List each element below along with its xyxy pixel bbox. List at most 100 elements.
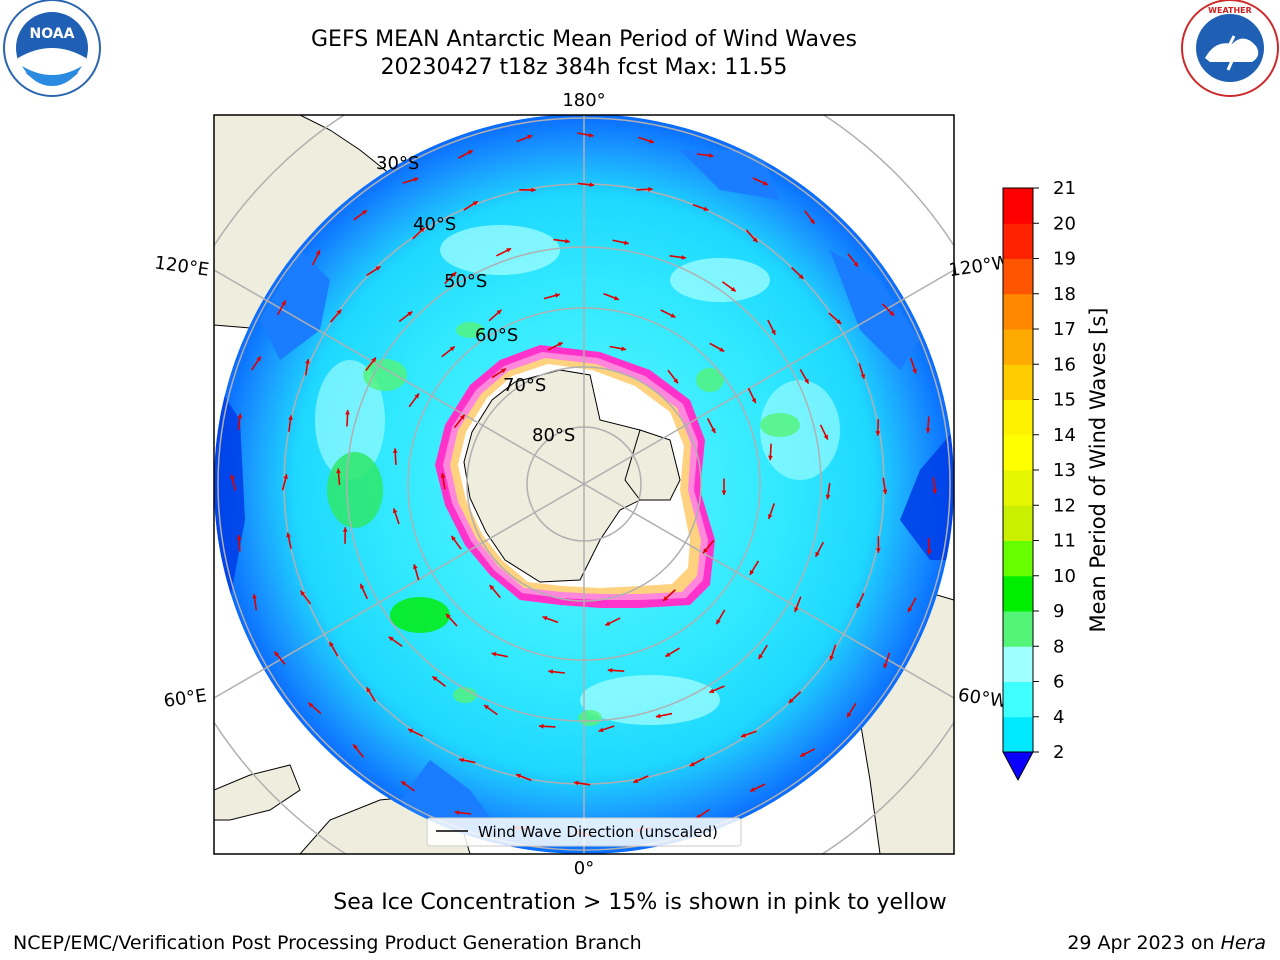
- wave-direction-arrowhead: [589, 182, 595, 188]
- lat-label-40: 40°S: [413, 214, 456, 235]
- lat-label-70: 70°S: [503, 375, 546, 396]
- wave-direction-arrowhead: [836, 319, 842, 325]
- wave-direction-arrowhead: [605, 621, 611, 626]
- wave-direction-arrowhead: [353, 744, 358, 750]
- wave-direction-arrowhead: [413, 564, 418, 570]
- wave-direction-arrowhead: [472, 201, 478, 206]
- colorbar-tick-label: 20: [1053, 213, 1076, 234]
- wave-direction-arrowhead: [673, 378, 678, 384]
- wave-direction-arrowhead: [527, 134, 533, 140]
- wave-direction-arrowhead: [460, 414, 465, 420]
- nws-ring-text: WEATHER: [1208, 6, 1252, 15]
- wave-direction-arrowhead: [281, 300, 286, 306]
- colorbar-segment: [1003, 540, 1033, 577]
- colorbar-segment: [1003, 716, 1033, 753]
- wave-direction-arrowhead: [360, 583, 365, 589]
- wave-direction-arrowhead: [598, 727, 604, 733]
- lat-label-80: 80°S: [532, 425, 575, 446]
- wave-direction-arrowhead: [847, 712, 852, 718]
- wave-direction-arrowhead: [440, 473, 446, 478]
- wave-direction-arrowhead: [875, 548, 881, 553]
- footer-date-text: 29 Apr 2023 on: [1067, 932, 1221, 954]
- wave-direction-arrowhead: [375, 266, 381, 271]
- wave-direction-arrowhead: [371, 357, 376, 363]
- wave-direction-arrowhead: [703, 206, 709, 212]
- lon-label-60e: 60°E: [162, 685, 208, 712]
- wave-direction-arrowhead: [804, 378, 809, 384]
- plot-subtitle: 20230427 t18z 384h fcst Max: 11.55: [380, 55, 788, 80]
- wave-direction-arrowhead: [454, 810, 460, 815]
- colorbar-segment: [1003, 399, 1033, 436]
- colorbar-segment: [1003, 293, 1033, 330]
- wave-direction-arrowhead: [853, 261, 859, 267]
- wave-direction-arrowhead: [305, 359, 310, 364]
- wave-direction-arrowhead: [926, 550, 932, 555]
- wave-direction-arrowhead: [256, 356, 261, 362]
- wave-direction-arrowhead: [565, 238, 570, 244]
- wave-direction-arrowhead: [392, 448, 398, 453]
- wave-direction-arrowhead: [809, 218, 815, 224]
- footer-credit: NCEP/EMC/Verification Post Processing Pr…: [13, 932, 642, 954]
- colorbar-tick-label: 10: [1053, 566, 1076, 587]
- wave-direction-arrowhead: [308, 702, 314, 708]
- wave-direction-arrowhead: [681, 255, 686, 260]
- wave-direction-arrowhead: [670, 313, 676, 318]
- wave-direction-arrowhead: [794, 607, 799, 613]
- wave-direction-arrowhead: [407, 311, 413, 317]
- legend-label: Wind Wave Direction (unscaled): [478, 823, 718, 841]
- wave-direction-arrowhead: [401, 781, 407, 786]
- colorbar-segment: [1003, 681, 1033, 718]
- colorbar-tick-label: 14: [1053, 425, 1076, 446]
- antarctica: [463, 369, 661, 583]
- wave-direction-arrowhead: [459, 757, 464, 763]
- map-frame: [213, 114, 955, 855]
- wave-direction-arrowhead: [741, 733, 746, 738]
- wave-direction-arrowhead: [815, 551, 820, 557]
- colorbar-tick-label: 8: [1053, 636, 1064, 657]
- wave-direction-arrowhead: [825, 494, 831, 500]
- wave-direction-arrowhead: [623, 240, 629, 246]
- wave-direction-arrowhead: [932, 489, 938, 494]
- wave-direction-arrowhead: [788, 698, 794, 704]
- wave-direction-arrowhead: [749, 570, 755, 576]
- wave-direction-arrowhead: [752, 237, 758, 243]
- colorbar-segment: [1003, 364, 1033, 400]
- wave-direction-arrowhead: [531, 187, 536, 193]
- wave-direction-arrowhead: [414, 393, 419, 399]
- footer-date: 29 Apr 2023 on Hera: [1067, 932, 1266, 954]
- colorbar-tick-label: 16: [1053, 354, 1076, 375]
- wave-direction-arrowhead: [548, 669, 554, 675]
- wave-direction-arrowhead: [648, 186, 653, 192]
- colorbar-tick-label: 18: [1053, 284, 1076, 305]
- colorbar-tick-label: 4: [1053, 707, 1064, 728]
- lat-label-50: 50°S: [444, 271, 487, 292]
- wave-direction-arrowhead: [445, 613, 451, 619]
- wave-direction-arrowhead: [554, 293, 560, 298]
- colorbar-label: Mean Period of Wind Waves [s]: [1086, 308, 1110, 633]
- wave-direction-arrowhead: [883, 663, 888, 669]
- lon-label-0: 0°: [574, 858, 594, 879]
- wave-direction-arrowhead: [388, 636, 394, 642]
- plot-title: GEFS MEAN Antarctic Mean Period of Wind …: [311, 27, 857, 52]
- colorbar-tick-label: 11: [1053, 531, 1076, 552]
- wave-direction-arrowhead: [703, 548, 708, 554]
- lon-label-120e: 120°E: [153, 252, 210, 280]
- lat-label-30: 30°S: [376, 153, 419, 174]
- wave-direction-arrowhead: [345, 410, 350, 415]
- wave-direction-arrowhead: [286, 532, 291, 538]
- wave-direction-arrowhead: [798, 274, 804, 279]
- map-legend: Wind Wave Direction (unscaled): [426, 817, 742, 847]
- colorbar-segment: [1003, 223, 1033, 259]
- wave-direction-arrowhead: [889, 310, 895, 316]
- sea-ice-note: Sea Ice Concentration > 15% is shown in …: [0, 890, 1280, 915]
- wave-direction-arrowhead: [449, 346, 455, 352]
- wave-direction-arrowhead: [633, 778, 639, 783]
- colorbar-segment: [1003, 575, 1033, 612]
- wave-direction-arrowhead: [649, 138, 654, 144]
- wave-direction-arrowhead: [451, 272, 457, 277]
- wave-direction-arrowhead: [274, 651, 280, 657]
- colorbar-segment: [1003, 611, 1033, 647]
- wave-direction-arrowhead: [496, 309, 502, 315]
- map-content: 30°S 40°S 50°S 60°S 70°S 80°S Wind Wave …: [214, 115, 954, 854]
- wave-direction-arrowhead: [230, 474, 235, 480]
